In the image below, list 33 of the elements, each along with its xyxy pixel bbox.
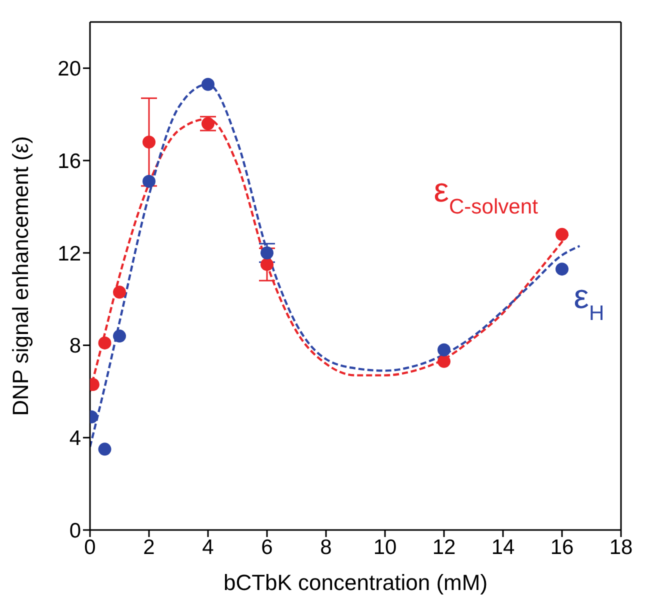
point (98, 336, 112, 350)
point (113, 330, 126, 343)
y-tick-label: 4 (69, 427, 82, 450)
series-label: ε$_{H}$ (574, 278, 604, 325)
point (438, 343, 450, 356)
y-tick-label: 12 (58, 242, 81, 266)
x-tick-label: 2 (143, 536, 155, 559)
point (260, 258, 274, 271)
x-tick-label: 4 (202, 536, 214, 559)
x-tick-label: 18 (609, 536, 633, 559)
point (556, 262, 568, 276)
point (556, 228, 568, 241)
y-tick-label: 0 (69, 519, 81, 542)
y-tick-label: 16 (58, 150, 81, 173)
x-tick-label: 10 (373, 536, 397, 559)
y-axis-title: DNP signal enhancement (ε) (8, 136, 33, 416)
y-tick-label: 8 (69, 334, 81, 358)
x-axis-title: bCTbK concentration (mM) (223, 570, 488, 595)
y-tick-label: 20 (58, 58, 81, 81)
point (438, 354, 450, 368)
point (98, 442, 112, 456)
x-tick-label: 6 (261, 536, 273, 559)
x-tick-label: 12 (432, 536, 456, 559)
x-tick-label: 14 (491, 536, 515, 559)
x-tick-label: 0 (84, 536, 96, 559)
x-tick-label: 8 (320, 536, 332, 559)
point (260, 246, 274, 260)
x-tick-label: 16 (550, 536, 574, 559)
point (142, 136, 156, 149)
point (142, 174, 156, 188)
series-label: ε$_{C-solvent}$ (434, 171, 538, 218)
point (202, 78, 214, 91)
point (113, 286, 126, 299)
